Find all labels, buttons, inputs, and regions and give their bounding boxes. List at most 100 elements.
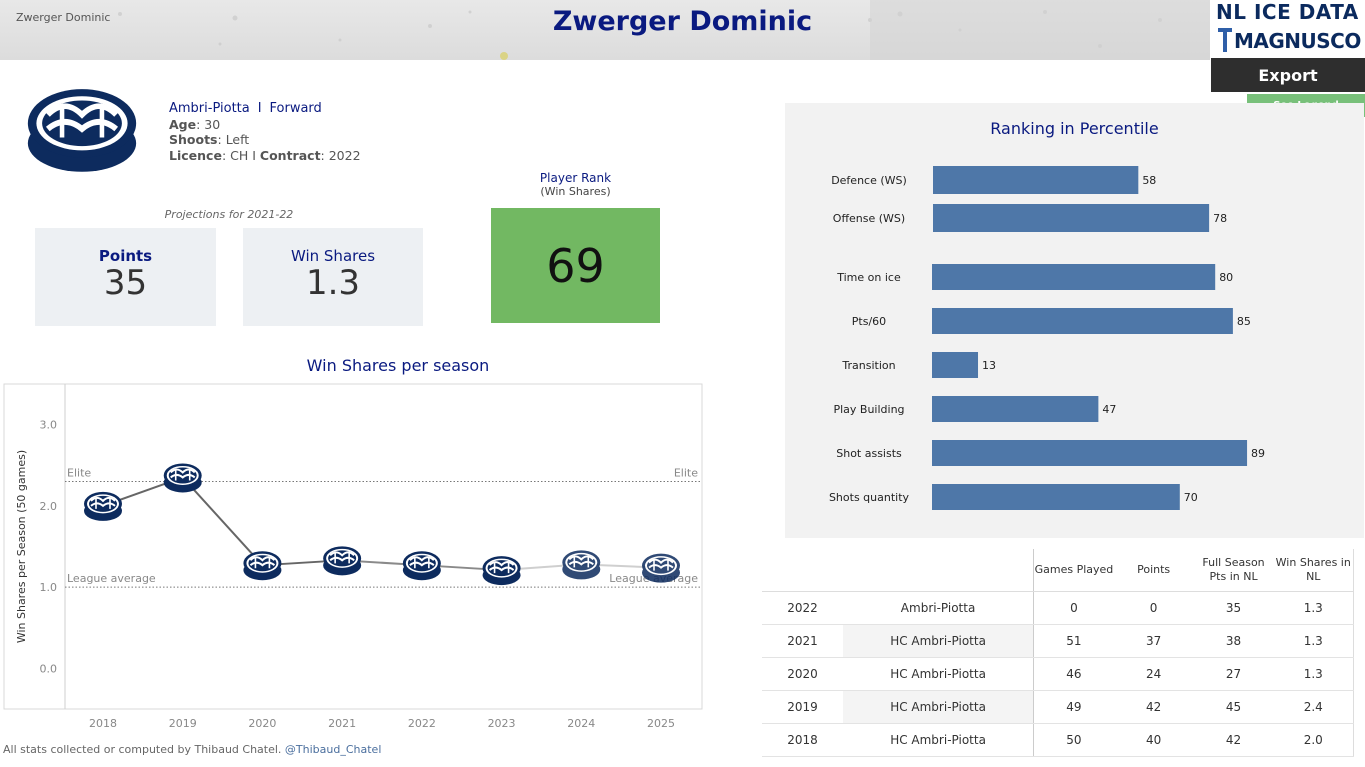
ws-reference-label-left: Elite [67,467,91,480]
win-shares-card-value: 1.3 [305,263,361,303]
ws-y-tick-label: 0.0 [40,662,58,675]
player-rank-sublabel: (Win Shares) [540,185,611,198]
cell-points: 24 [1113,657,1194,691]
percentile-value-label: 78 [1213,212,1227,225]
ws-reference-label-right: Elite [674,467,698,480]
percentile-category-label: Defence (WS) [831,174,907,187]
cell-points: 37 [1113,624,1194,658]
table-header [842,549,1034,592]
cell-full-season-pts: 38 [1193,624,1274,658]
footer-text: All stats collected or computed by Thiba… [3,743,282,756]
season-stats-table: Games Played Points Full Season Pts in N… [762,549,1354,757]
ws-y-axis-label: Win Shares per Season (50 games) [15,450,28,643]
projections-title: Projections for 2021-22 [164,208,294,221]
percentile-value-label: 58 [1142,174,1156,187]
ws-data-point-puck-icon [641,552,681,584]
player-info: Ambri-Piotta I Forward Age: 30 Shoots: L… [169,100,361,163]
cell-full-season-pts: 35 [1193,591,1274,625]
brand-logo-top: NL ICE DATA [1216,0,1359,24]
ws-y-tick-label: 2.0 [40,500,58,513]
percentile-category-label: Pts/60 [852,315,886,328]
ws-plot-frame [3,383,703,710]
cell-season: 2021 [762,624,843,658]
table-header-points: Points [1113,549,1194,592]
table-row: 2019 HC Ambri-Piotta 49 42 45 2.4 [762,690,1354,724]
percentile-value-label: 89 [1251,447,1265,460]
percentile-bar [932,264,1216,290]
table-row: 2021 HC Ambri-Piotta 51 37 38 1.3 [762,624,1354,658]
percentile-value-label: 47 [1102,403,1116,416]
percentile-category-label: Play Building [833,403,904,416]
percentile-category-label: Time on ice [836,271,901,284]
percentile-category-label: Shot assists [836,447,902,460]
cell-team: HC Ambri-Piotta [842,624,1034,658]
ws-chart: 0.0 1.0 2.0 3.0 Win Shares per Season (50 ga… [3,383,703,730]
header-player-name-small: Zwerger Dominic [16,11,111,24]
info-separator: I [257,101,262,116]
table-row: 2022 Ambri-Piotta 0 0 35 1.3 [762,591,1354,625]
footer-handle-link[interactable]: @Thibaud_Chatel [284,743,382,756]
table-header-row: Games Played Points Full Season Pts in N… [762,549,1354,592]
brand-logo-text: MAGNUSCORSI [1234,29,1362,53]
cell-games: 49 [1033,690,1114,724]
page-title: Zwerger Dominic [552,6,813,37]
cell-win-shares: 2.4 [1273,690,1354,724]
cell-season: 2019 [762,690,843,724]
points-card: Points 35 [35,228,216,326]
table-row: 2020 HC Ambri-Piotta 46 24 27 1.3 [762,657,1354,691]
ws-data-point-puck-icon [561,549,602,581]
ws-data-point-puck-icon [242,550,283,582]
brand-logo-bottom: MAGNUSCORSI [1216,24,1362,54]
ws-data-point-puck-icon [401,550,442,582]
cell-games: 51 [1033,624,1114,658]
win-shares-card-label: Win Shares [290,247,376,265]
percentile-category-label: Offense (WS) [833,212,905,225]
cell-team: HC Ambri-Piotta [842,723,1034,757]
cell-full-season-pts: 42 [1193,723,1274,757]
percentile-value-label: 80 [1219,271,1233,284]
player-licence-contract: Licence: CH I Contract: 2022 [169,147,361,163]
ws-x-tick-label: 2025 [647,717,675,730]
cell-season: 2020 [762,657,843,691]
ws-x-tick-label: 2018 [89,717,117,730]
team-logo-icon [25,81,139,177]
ws-x-tick-label: 2022 [408,717,436,730]
ws-x-tick-label: 2024 [567,717,595,730]
ws-x-tick-label: 2023 [488,717,516,730]
cell-win-shares: 1.3 [1273,624,1354,658]
ws-x-tick-label: 2019 [169,717,197,730]
export-button[interactable]: Export [1211,58,1365,92]
header-banner [0,0,1210,60]
percentile-bar [932,440,1248,466]
cell-team: Ambri-Piotta [842,591,1034,625]
player-team: Ambri-Piotta [169,101,250,116]
percentile-bar [932,396,1099,422]
player-age: Age: 30 [169,116,221,132]
ws-reference-label-left: League average [67,572,156,585]
cell-season: 2018 [762,723,843,757]
percentile-chart: Defence (WS) 58 Offense (WS) 78 Time on ice 8… [829,166,1265,510]
player-rank-title: Player Rank (Win Shares) [491,171,660,199]
cell-points: 40 [1113,723,1194,757]
win-shares-card: Win Shares 1.3 [243,228,423,326]
percentile-bar [933,166,1139,194]
percentile-bar [932,308,1233,334]
player-rank-value: 69 [491,208,660,323]
player-rank-label: Player Rank [539,171,612,185]
ws-y-tick-label: 1.0 [40,581,58,594]
table-header-games: Games Played [1033,549,1114,592]
cell-games: 0 [1033,591,1114,625]
points-card-value: 35 [103,263,148,303]
ws-chart-title: Win Shares per season [306,356,490,375]
cell-full-season-pts: 45 [1193,690,1274,724]
ws-y-tick-label: 3.0 [40,419,58,432]
table-header-full-season: Full Season Pts in NL [1193,549,1274,592]
cell-points: 42 [1113,690,1194,724]
cell-season: 2022 [762,591,843,625]
percentile-bar [932,484,1180,510]
brand-logo: NL ICE DATA MAGNUSCORSI [1212,0,1365,58]
percentile-category-label: Transition [841,359,895,372]
percentile-bar [933,204,1210,232]
ws-line-segment [181,476,264,566]
percentile-value-label: 13 [982,359,996,372]
